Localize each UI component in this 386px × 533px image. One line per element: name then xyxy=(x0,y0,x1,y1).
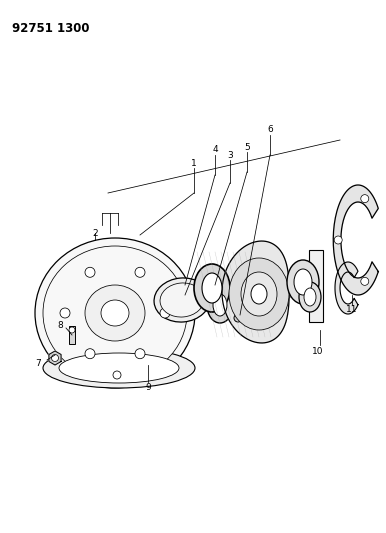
Ellipse shape xyxy=(59,353,179,383)
Polygon shape xyxy=(222,241,289,343)
Circle shape xyxy=(69,327,75,333)
Bar xyxy=(309,250,323,322)
Bar xyxy=(69,326,75,344)
Ellipse shape xyxy=(207,287,233,323)
Circle shape xyxy=(135,267,145,277)
Text: 1: 1 xyxy=(191,158,197,167)
Circle shape xyxy=(85,349,95,359)
Ellipse shape xyxy=(85,285,145,341)
Ellipse shape xyxy=(43,348,195,388)
Ellipse shape xyxy=(101,300,129,326)
Circle shape xyxy=(361,195,369,203)
Circle shape xyxy=(113,371,121,379)
Text: 6: 6 xyxy=(267,125,273,134)
Text: 9: 9 xyxy=(145,384,151,392)
Ellipse shape xyxy=(294,269,312,295)
Text: 3: 3 xyxy=(227,150,233,159)
Text: 2: 2 xyxy=(92,229,98,238)
Circle shape xyxy=(160,308,170,318)
Text: 92751 1300: 92751 1300 xyxy=(12,22,90,35)
Text: 8: 8 xyxy=(57,320,63,329)
Text: 11: 11 xyxy=(346,305,358,314)
Circle shape xyxy=(135,349,145,359)
Ellipse shape xyxy=(35,238,195,388)
Circle shape xyxy=(234,314,242,322)
Circle shape xyxy=(334,236,342,244)
Text: 10: 10 xyxy=(312,348,324,357)
Polygon shape xyxy=(49,351,61,365)
Text: 5: 5 xyxy=(244,142,250,151)
Circle shape xyxy=(60,308,70,318)
Ellipse shape xyxy=(43,246,187,380)
Ellipse shape xyxy=(154,278,210,322)
Text: 4: 4 xyxy=(212,146,218,155)
Text: 7: 7 xyxy=(35,359,41,367)
Ellipse shape xyxy=(229,258,289,330)
Polygon shape xyxy=(333,185,378,295)
Ellipse shape xyxy=(213,294,227,316)
Ellipse shape xyxy=(251,284,267,304)
Circle shape xyxy=(85,267,95,277)
Ellipse shape xyxy=(194,264,230,312)
Ellipse shape xyxy=(202,273,222,303)
Circle shape xyxy=(51,354,59,361)
Circle shape xyxy=(361,277,369,285)
Polygon shape xyxy=(335,262,358,314)
Ellipse shape xyxy=(241,272,277,316)
Ellipse shape xyxy=(304,288,316,306)
Ellipse shape xyxy=(160,283,204,317)
Ellipse shape xyxy=(299,282,321,312)
Ellipse shape xyxy=(287,260,319,304)
